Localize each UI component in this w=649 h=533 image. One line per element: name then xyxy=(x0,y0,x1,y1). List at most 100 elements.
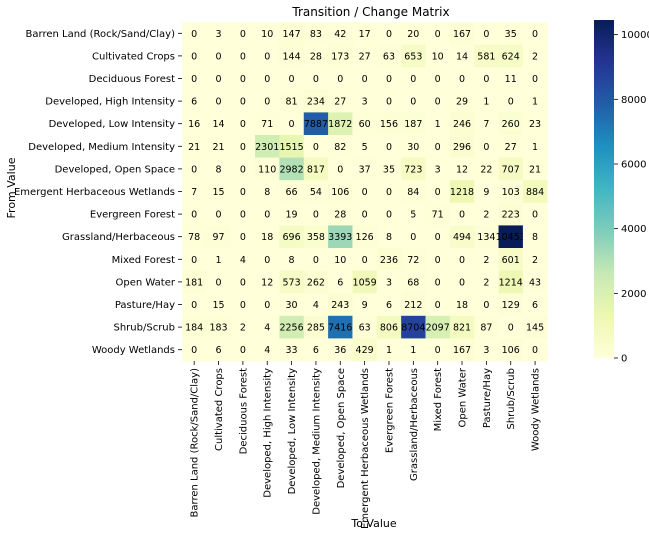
heatmap-cell xyxy=(230,270,256,294)
cell-value-label: 0 xyxy=(483,29,489,40)
cell-value-label: 0 xyxy=(264,210,270,221)
heatmap-cell xyxy=(230,112,256,136)
cell-value-label: 84 xyxy=(407,187,419,198)
cell-value-label: 27 xyxy=(359,51,371,62)
heatmap-cell xyxy=(425,225,451,249)
cell-value-label: 0 xyxy=(313,74,319,85)
x-tick-label: Open Water xyxy=(458,367,469,427)
y-tick-label: Deciduous Forest xyxy=(89,74,175,85)
y-tick-label: Developed, Low Intensity xyxy=(49,119,176,130)
cell-value-label: 10 xyxy=(432,51,444,62)
heatmap-cell xyxy=(474,44,499,68)
heatmap-cell xyxy=(352,248,378,271)
cell-value-label: 10 xyxy=(261,29,273,40)
heatmap-cell xyxy=(279,157,305,181)
y-tick-label: Emergent Herbaceous Wetlands xyxy=(14,187,175,198)
heatmap-cell xyxy=(206,157,232,181)
cell-value-label: 43 xyxy=(529,277,541,288)
heatmap-cell xyxy=(303,225,329,249)
cell-value-label: 884 xyxy=(526,187,544,198)
heatmap-cell xyxy=(474,338,499,362)
cell-value-label: 0 xyxy=(435,187,441,198)
cell-value-label: 0 xyxy=(483,142,489,153)
cell-value-label: 0 xyxy=(191,300,197,311)
heatmap-cell xyxy=(401,22,426,45)
heatmap-cell xyxy=(425,22,451,45)
cell-value-label: 8 xyxy=(289,255,295,266)
x-tick-label: Pasture/Hay xyxy=(482,368,493,428)
cell-value-label: 21 xyxy=(212,142,224,153)
heatmap-cell xyxy=(425,180,451,204)
cell-value-label: 0 xyxy=(264,255,270,266)
cell-value-label: 19 xyxy=(286,210,298,221)
cell-value-label: 87 xyxy=(480,323,492,334)
heatmap-cell xyxy=(376,270,402,294)
y-tick-label: Barren Land (Rock/Sand/Clay) xyxy=(26,29,176,40)
heatmap-cell xyxy=(474,248,499,271)
heatmap-cell xyxy=(328,202,353,226)
cell-value-label: 7416 xyxy=(328,323,352,334)
y-tick-label: Developed, Open Space xyxy=(55,164,175,175)
cell-value-label: 0 xyxy=(264,97,270,108)
cell-value-label: 6 xyxy=(386,300,392,311)
heatmap-cell xyxy=(401,44,426,68)
heatmap-cell xyxy=(255,135,280,158)
heatmap-cell xyxy=(376,22,402,45)
cell-value-label: 134 xyxy=(477,232,495,243)
heatmap-cell xyxy=(230,293,256,317)
cell-value-label: 27 xyxy=(334,97,346,108)
heatmap-cell xyxy=(449,89,475,113)
heatmap-cell xyxy=(449,293,475,317)
heatmap-cell xyxy=(401,248,426,271)
cell-value-label: 6 xyxy=(532,300,538,311)
heatmap-cell xyxy=(206,22,232,45)
cell-value-label: 0 xyxy=(386,142,392,153)
heatmap-cell xyxy=(376,112,402,136)
cell-value-label: 14 xyxy=(456,51,468,62)
heatmap-cell xyxy=(182,44,207,68)
cell-value-label: 28 xyxy=(310,51,322,62)
heatmap-cell xyxy=(498,225,524,249)
heatmap-cell xyxy=(255,315,280,339)
cell-value-label: 573 xyxy=(283,277,301,288)
cell-value-label: 234 xyxy=(307,97,325,108)
cell-value-label: 173 xyxy=(331,51,349,62)
cell-value-label: 0 xyxy=(435,29,441,40)
cell-value-label: 0 xyxy=(435,300,441,311)
cell-value-label: 71 xyxy=(261,119,273,130)
heatmap-cell xyxy=(401,293,426,317)
cell-value-label: 6 xyxy=(337,277,343,288)
heatmap-cell xyxy=(303,180,329,204)
x-tick-label: Evergreen Forest xyxy=(384,368,395,453)
y-tick-labels: Barren Land (Rock/Sand/Clay) Cultivated C… xyxy=(14,29,182,356)
cell-value-label: 0 xyxy=(410,232,416,243)
cell-value-label: 0 xyxy=(216,210,222,221)
cell-value-label: 167 xyxy=(453,29,471,40)
cell-value-label: 0 xyxy=(362,210,368,221)
heatmap-cell xyxy=(352,202,378,226)
cell-value-label: 246 xyxy=(453,119,471,130)
cell-value-label: 0 xyxy=(191,210,197,221)
cell-value-label: 145 xyxy=(526,323,544,334)
heatmap-cell xyxy=(328,157,353,181)
cell-value-label: 156 xyxy=(380,119,398,130)
cell-value-label: 0 xyxy=(386,74,392,85)
heatmap-cell xyxy=(328,338,353,362)
heatmap-cell xyxy=(206,67,232,91)
heatmap-cell xyxy=(522,315,548,339)
cell-value-label: 0 xyxy=(289,74,295,85)
colorbar-tick-label: 6000 xyxy=(621,159,646,170)
cell-value-label: 0 xyxy=(264,300,270,311)
heatmap-cell xyxy=(255,180,280,204)
heatmap-cell xyxy=(279,135,305,158)
cell-value-label: 0 xyxy=(216,277,222,288)
cell-value-label: 0 xyxy=(216,97,222,108)
heatmap-cell xyxy=(376,315,402,339)
colorbar-tick-label: 2000 xyxy=(621,289,646,300)
heatmap-cell xyxy=(449,22,475,45)
cell-value-label: 8 xyxy=(264,187,270,198)
heatmap-cell xyxy=(449,135,475,158)
cell-value-label: 707 xyxy=(502,164,520,175)
heatmap-cell xyxy=(352,135,378,158)
heatmap-cell xyxy=(230,315,256,339)
